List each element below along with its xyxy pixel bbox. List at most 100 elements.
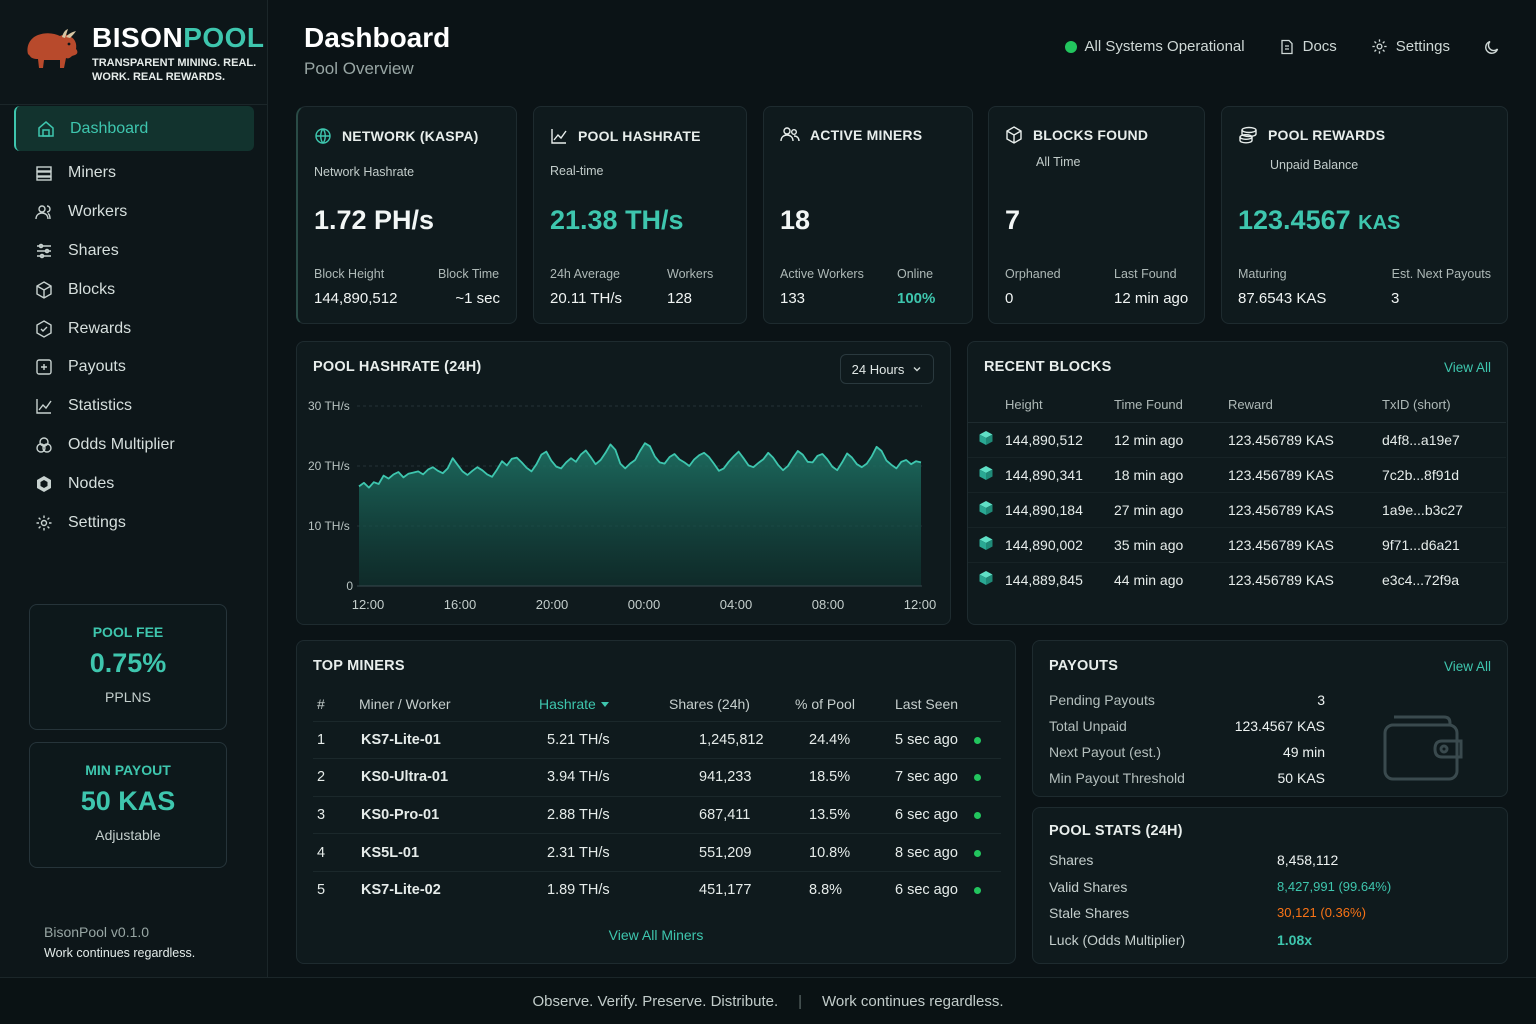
block-txid: 9f71...d6a21: [1382, 527, 1506, 563]
miner-last-seen: 6 sec ago: [895, 795, 1001, 834]
sidebar-item-label: Payouts: [68, 358, 126, 376]
miner-pool-percent: 24.4%: [795, 720, 895, 759]
pool-fee-card: POOL FEE 0.75% PPLNS: [29, 604, 227, 730]
docs-button[interactable]: Docs: [1279, 38, 1337, 55]
chevron-down-icon: [913, 367, 921, 372]
payouts-icon: [34, 357, 54, 377]
table-row[interactable]: 144,890,002 35 min ago 123.456789 KAS 9f71.…: [968, 527, 1506, 563]
block-time-value: ~1 sec: [455, 290, 500, 307]
table-row[interactable]: 144,890,512 12 min ago 123.456789 KAS d4f8.…: [968, 422, 1506, 458]
x-tick-label: 12:00: [352, 597, 385, 612]
miner-last-seen: 7 sec ago: [895, 758, 1001, 797]
table-row[interactable]: 2 KS0-Ultra-01 3.94 TH/s 941,233 18.5% 7 sec …: [313, 758, 1001, 797]
min-payout-title: MIN PAYOUT: [85, 762, 171, 778]
miner-hashrate: 2.88 TH/s: [539, 795, 669, 834]
orphaned-label: Orphaned: [1005, 267, 1061, 281]
miner-worker[interactable]: KS0-Pro-01: [359, 795, 539, 834]
payouts-view-all-link[interactable]: View All: [1443, 659, 1491, 674]
table-row[interactable]: 144,890,341 18 min ago 123.456789 KAS 7c2b.…: [968, 457, 1506, 493]
miner-last-seen: 5 sec ago: [895, 720, 1001, 759]
coins-icon: [1239, 126, 1257, 144]
block-time-found: 44 min ago: [1114, 571, 1184, 588]
version-motto: Work continues regardless.: [44, 946, 196, 960]
workers-value: 128: [667, 290, 693, 307]
y-tick-label: 0: [346, 579, 353, 593]
block-cube-icon: [979, 571, 993, 586]
pool-stat-value: 30,121 (0.36%): [1277, 905, 1366, 921]
miner-rank: 3: [313, 795, 359, 834]
recent-blocks-view-all-link[interactable]: View All: [1443, 360, 1491, 375]
brand-logo[interactable]: BISONPOOL TRANSPARENT MINING. REAL. WORK…: [22, 22, 264, 86]
sidebar-nav: Dashboard Miners Workers Shares Blocks R…: [14, 106, 254, 542]
min-payout-sub: Adjustable: [95, 827, 161, 843]
table-row[interactable]: 5 KS7-Lite-02 1.89 TH/s 451,177 8.8% 6 sec ag…: [313, 870, 1001, 909]
block-height: 144,890,341: [1005, 457, 1114, 493]
active-miners-title: ACTIVE MINERS: [810, 127, 923, 143]
sidebar-item-blocks[interactable]: Blocks: [14, 270, 254, 309]
y-tick-label: 20 TH/s: [308, 459, 350, 473]
table-row[interactable]: 144,890,184 27 min ago 123.456789 KAS 1a9e.…: [968, 492, 1506, 528]
sidebar-divider: [0, 104, 268, 105]
sidebar-item-odds-multiplier[interactable]: Odds Multiplier: [14, 426, 254, 465]
statistics-icon: [34, 396, 54, 416]
block-height-label: Block Height: [314, 267, 385, 281]
col-txid: TxID (short): [1382, 388, 1506, 423]
sidebar-item-workers[interactable]: Workers: [14, 193, 254, 232]
sidebar-item-settings[interactable]: Settings: [14, 503, 254, 542]
table-row[interactable]: 144,889,845 44 min ago 123.456789 KAS e3c4.…: [968, 562, 1506, 597]
sidebar-item-statistics[interactable]: Statistics: [14, 387, 254, 426]
miner-worker[interactable]: KS5L-01: [359, 833, 539, 872]
sidebar-item-nodes[interactable]: Nodes: [14, 464, 254, 503]
nodes-icon: [34, 474, 54, 494]
pool-rewards-card: POOL REWARDS Unpaid Balance 123.4567 KAS…: [1221, 106, 1508, 324]
sidebar-item-rewards[interactable]: Rewards: [14, 309, 254, 348]
miner-worker[interactable]: KS0-Ultra-01: [359, 758, 539, 797]
cube-icon: [1006, 126, 1022, 144]
bison-logo-icon: [27, 29, 78, 68]
col-miner-worker: Miner / Worker: [359, 695, 451, 712]
docs-label: Docs: [1302, 38, 1337, 55]
pool-hashrate-value: 21.38 TH/s: [550, 205, 684, 235]
system-status[interactable]: All Systems Operational: [1064, 38, 1245, 55]
miner-worker[interactable]: KS7-Lite-01: [359, 720, 539, 759]
range-select[interactable]: 24 Hours: [840, 354, 934, 384]
blocks-icon: [34, 280, 54, 300]
page-subtitle: Pool Overview: [304, 59, 414, 78]
active-miners-card: ACTIVE MINERS 18 Active Workers 133 Onli…: [763, 106, 973, 324]
miner-worker[interactable]: KS7-Lite-02: [359, 870, 539, 909]
settings-button[interactable]: Settings: [1371, 38, 1450, 55]
y-tick-label: 30 TH/s: [308, 399, 350, 413]
status-dot-icon: [1064, 40, 1077, 53]
table-row[interactable]: 3 KS0-Pro-01 2.88 TH/s 687,411 13.5% 6 sec ag…: [313, 795, 1001, 834]
col-pool-percent: % of Pool: [795, 695, 855, 712]
block-time-found: 27 min ago: [1114, 492, 1228, 528]
pool-fee-title: POOL FEE: [92, 624, 164, 640]
block-time-label: Block Time: [438, 267, 500, 281]
last-found-label: Last Found: [1114, 267, 1177, 281]
hashrate-line: [358, 442, 922, 489]
sidebar-item-miners[interactable]: Miners: [14, 154, 254, 193]
pool-stat-label: Valid Shares: [1049, 878, 1128, 895]
view-all-miners-link[interactable]: View All Miners: [608, 927, 704, 943]
sidebar-item-payouts[interactable]: Payouts: [14, 348, 254, 387]
theme-toggle[interactable]: [1484, 39, 1500, 55]
table-row[interactable]: 4 KS5L-01 2.31 TH/s 551,209 10.8% 8 sec ago: [313, 833, 1001, 872]
table-row[interactable]: 1 KS7-Lite-01 5.21 TH/s 1,245,812 24.4% 5 sec…: [313, 720, 1001, 759]
col-hashrate-sort[interactable]: Hashrate: [539, 687, 669, 721]
sidebar-item-label: Miners: [68, 164, 117, 182]
sidebar-item-label: Rewards: [68, 319, 132, 337]
sidebar-item-shares[interactable]: Shares: [14, 232, 254, 271]
sidebar-item-dashboard[interactable]: Dashboard: [14, 106, 254, 151]
miner-shares: 1,245,812: [669, 720, 795, 759]
payout-value: 50 KAS: [1277, 770, 1325, 786]
pool-hashrate-title: POOL HASHRATE: [578, 128, 701, 144]
sidebar-item-label: Odds Multiplier: [68, 435, 175, 453]
hashrate-area-chart: 0 10 TH/s 20 TH/s 30 TH/s 12:00 16:00 20:00 00:…: [308, 399, 936, 612]
x-tick-label: 00:00: [628, 597, 661, 612]
block-height-value: 144,890,512: [314, 290, 398, 307]
miner-last-seen: 6 sec ago: [895, 870, 1001, 909]
system-status-label: All Systems Operational: [1084, 38, 1245, 55]
hashrate-chart-card: POOL HASHRATE (24H) 24 Hours 0 10 TH/s 20 …: [296, 341, 951, 625]
payout-value: 49 min: [1282, 744, 1325, 760]
block-time-found: 12 min ago: [1114, 422, 1228, 458]
